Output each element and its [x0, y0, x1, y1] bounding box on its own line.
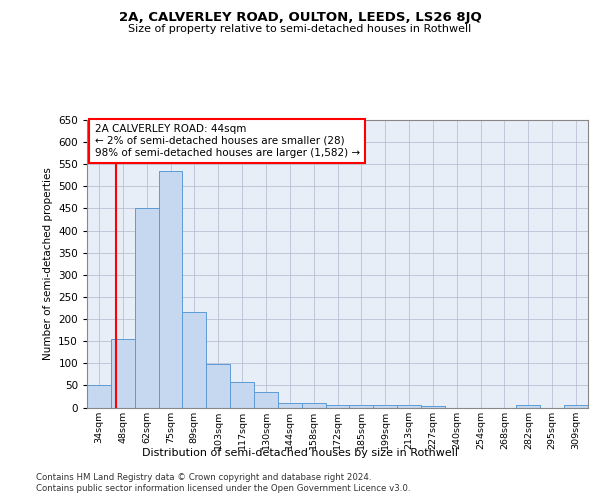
Text: Contains HM Land Registry data © Crown copyright and database right 2024.: Contains HM Land Registry data © Crown c… [36, 472, 371, 482]
Bar [111, 339, 135, 407]
Bar [206, 364, 230, 408]
Bar [158, 171, 182, 408]
Bar [326, 405, 349, 407]
Bar [278, 403, 302, 407]
Y-axis label: Number of semi-detached properties: Number of semi-detached properties [43, 168, 53, 360]
Bar [230, 382, 254, 407]
Bar [87, 386, 111, 407]
Text: Size of property relative to semi-detached houses in Rothwell: Size of property relative to semi-detach… [128, 24, 472, 34]
Bar [517, 405, 540, 407]
Text: 2A CALVERLEY ROAD: 44sqm
← 2% of semi-detached houses are smaller (28)
98% of se: 2A CALVERLEY ROAD: 44sqm ← 2% of semi-de… [95, 124, 359, 158]
Text: Distribution of semi-detached houses by size in Rothwell: Distribution of semi-detached houses by … [142, 448, 458, 458]
Bar [182, 312, 206, 408]
Bar [302, 403, 326, 407]
Bar [373, 406, 397, 407]
Bar [564, 405, 588, 407]
Bar [421, 406, 445, 407]
Bar [349, 405, 373, 407]
Bar [397, 406, 421, 407]
Text: Contains public sector information licensed under the Open Government Licence v3: Contains public sector information licen… [36, 484, 410, 493]
Bar [254, 392, 278, 407]
Bar [135, 208, 158, 408]
Text: 2A, CALVERLEY ROAD, OULTON, LEEDS, LS26 8JQ: 2A, CALVERLEY ROAD, OULTON, LEEDS, LS26 … [119, 11, 481, 24]
